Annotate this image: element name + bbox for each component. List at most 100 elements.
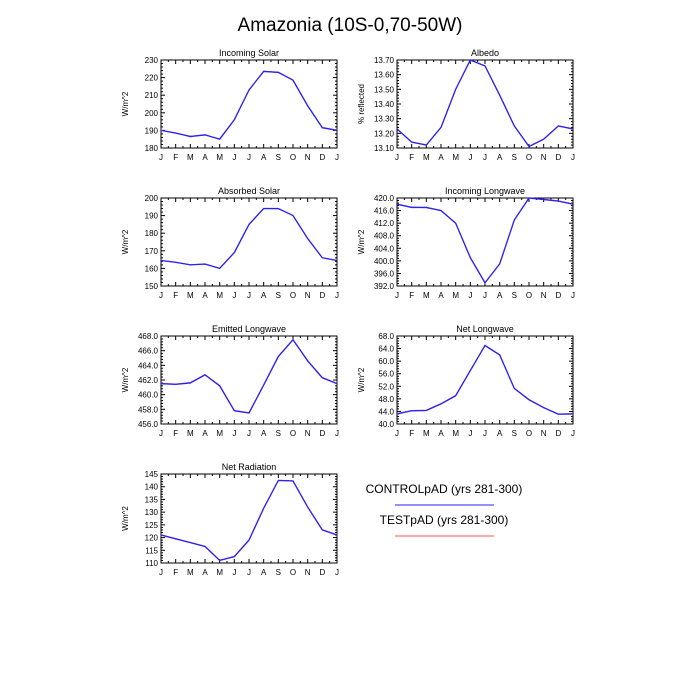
x-tick-label: D <box>319 291 325 300</box>
x-tick-label: A <box>497 291 503 300</box>
y-tick-label: 404.0 <box>374 244 395 253</box>
y-tick-label: 120 <box>145 534 159 543</box>
x-tick-label: A <box>438 291 444 300</box>
x-tick-label: S <box>276 153 281 162</box>
y-tick-label: 460.0 <box>138 391 159 400</box>
y-tick-label: 64.0 <box>378 345 394 354</box>
panel-title: Incoming Solar <box>219 48 279 58</box>
x-tick-label: J <box>468 153 472 162</box>
y-tick-label: 200 <box>145 194 159 203</box>
y-tick-label: 408.0 <box>374 232 395 241</box>
y-axis-label: W/m^2 <box>121 367 130 392</box>
x-tick-label: D <box>555 153 561 162</box>
x-tick-label: O <box>290 291 296 300</box>
x-tick-label: S <box>512 429 517 438</box>
x-tick-label: M <box>452 291 459 300</box>
y-tick-label: 180 <box>145 229 159 238</box>
x-tick-label: O <box>526 291 532 300</box>
y-tick-label: 466.0 <box>138 347 159 356</box>
x-tick-label: O <box>526 429 532 438</box>
y-tick-label: 420.0 <box>374 194 395 203</box>
y-axis-label: W/m^2 <box>357 367 366 392</box>
series-line-test <box>396 344 574 415</box>
y-tick-label: 150 <box>145 282 159 291</box>
x-tick-label: M <box>216 429 223 438</box>
x-tick-label: M <box>216 568 223 577</box>
x-tick-label: A <box>202 568 208 577</box>
x-tick-label: S <box>276 429 281 438</box>
x-tick-label: S <box>512 291 517 300</box>
x-tick-label: F <box>409 429 414 438</box>
x-tick-label: D <box>319 568 325 577</box>
x-tick-label: F <box>409 153 414 162</box>
y-tick-label: 160 <box>145 264 159 273</box>
x-tick-label: J <box>335 568 339 577</box>
x-tick-label: J <box>571 153 575 162</box>
x-tick-label: A <box>261 568 267 577</box>
y-tick-label: 115 <box>145 546 158 555</box>
x-tick-label: F <box>173 291 178 300</box>
y-tick-label: 13.10 <box>374 144 395 153</box>
panel-title: Albedo <box>471 48 499 58</box>
x-tick-label: A <box>202 291 208 300</box>
x-tick-label: N <box>305 291 311 300</box>
x-tick-label: D <box>319 429 325 438</box>
x-tick-label: J <box>247 291 251 300</box>
y-tick-label: 110 <box>145 559 158 568</box>
y-tick-label: 145 <box>145 470 159 479</box>
x-tick-label: A <box>202 153 208 162</box>
series-line-control <box>396 344 574 415</box>
panel-title: Net Radiation <box>222 462 277 472</box>
x-tick-label: D <box>319 153 325 162</box>
y-tick-label: 468.0 <box>138 332 159 341</box>
plot-frame <box>160 335 338 425</box>
x-tick-label: M <box>423 291 430 300</box>
y-tick-label: 135 <box>145 495 159 504</box>
y-tick-label: 392.0 <box>374 282 395 291</box>
y-tick-label: 13.70 <box>374 56 395 65</box>
y-tick-label: 412.0 <box>374 219 395 228</box>
y-tick-label: 52.0 <box>378 382 394 391</box>
y-tick-label: 56.0 <box>378 370 394 379</box>
x-tick-label: S <box>276 291 281 300</box>
y-tick-label: 13.50 <box>374 85 395 94</box>
x-tick-label: M <box>187 429 194 438</box>
x-tick-label: M <box>452 153 459 162</box>
x-tick-label: F <box>173 568 178 577</box>
x-tick-label: J <box>335 429 339 438</box>
x-tick-label: J <box>232 291 236 300</box>
x-tick-label: A <box>261 153 267 162</box>
y-tick-label: 180 <box>145 144 159 153</box>
series-line-test <box>396 197 574 284</box>
x-tick-label: J <box>247 153 251 162</box>
y-tick-label: 190 <box>145 212 159 221</box>
series-line-control <box>160 479 338 562</box>
y-tick-label: 456.0 <box>138 420 159 429</box>
y-tick-label: 13.40 <box>374 100 395 109</box>
plot-frame <box>160 473 338 564</box>
series-line-control <box>160 70 338 140</box>
x-tick-label: N <box>541 429 547 438</box>
x-tick-label: J <box>483 153 487 162</box>
x-tick-label: S <box>512 153 517 162</box>
x-tick-label: A <box>261 429 267 438</box>
panel-title: Emitted Longwave <box>212 324 286 334</box>
panel-title: Net Longwave <box>456 324 514 334</box>
x-tick-label: J <box>335 291 339 300</box>
x-tick-label: J <box>335 153 339 162</box>
x-tick-label: A <box>438 153 444 162</box>
panel-title: Absorbed Solar <box>218 186 280 196</box>
x-tick-label: M <box>216 291 223 300</box>
y-tick-label: 190 <box>145 126 159 135</box>
x-tick-label: S <box>276 568 281 577</box>
y-axis-label: W/m^2 <box>121 229 130 254</box>
y-tick-label: 40.0 <box>378 420 394 429</box>
y-tick-label: 44.0 <box>378 407 394 416</box>
y-tick-label: 210 <box>145 91 159 100</box>
y-tick-label: 13.60 <box>374 71 395 80</box>
